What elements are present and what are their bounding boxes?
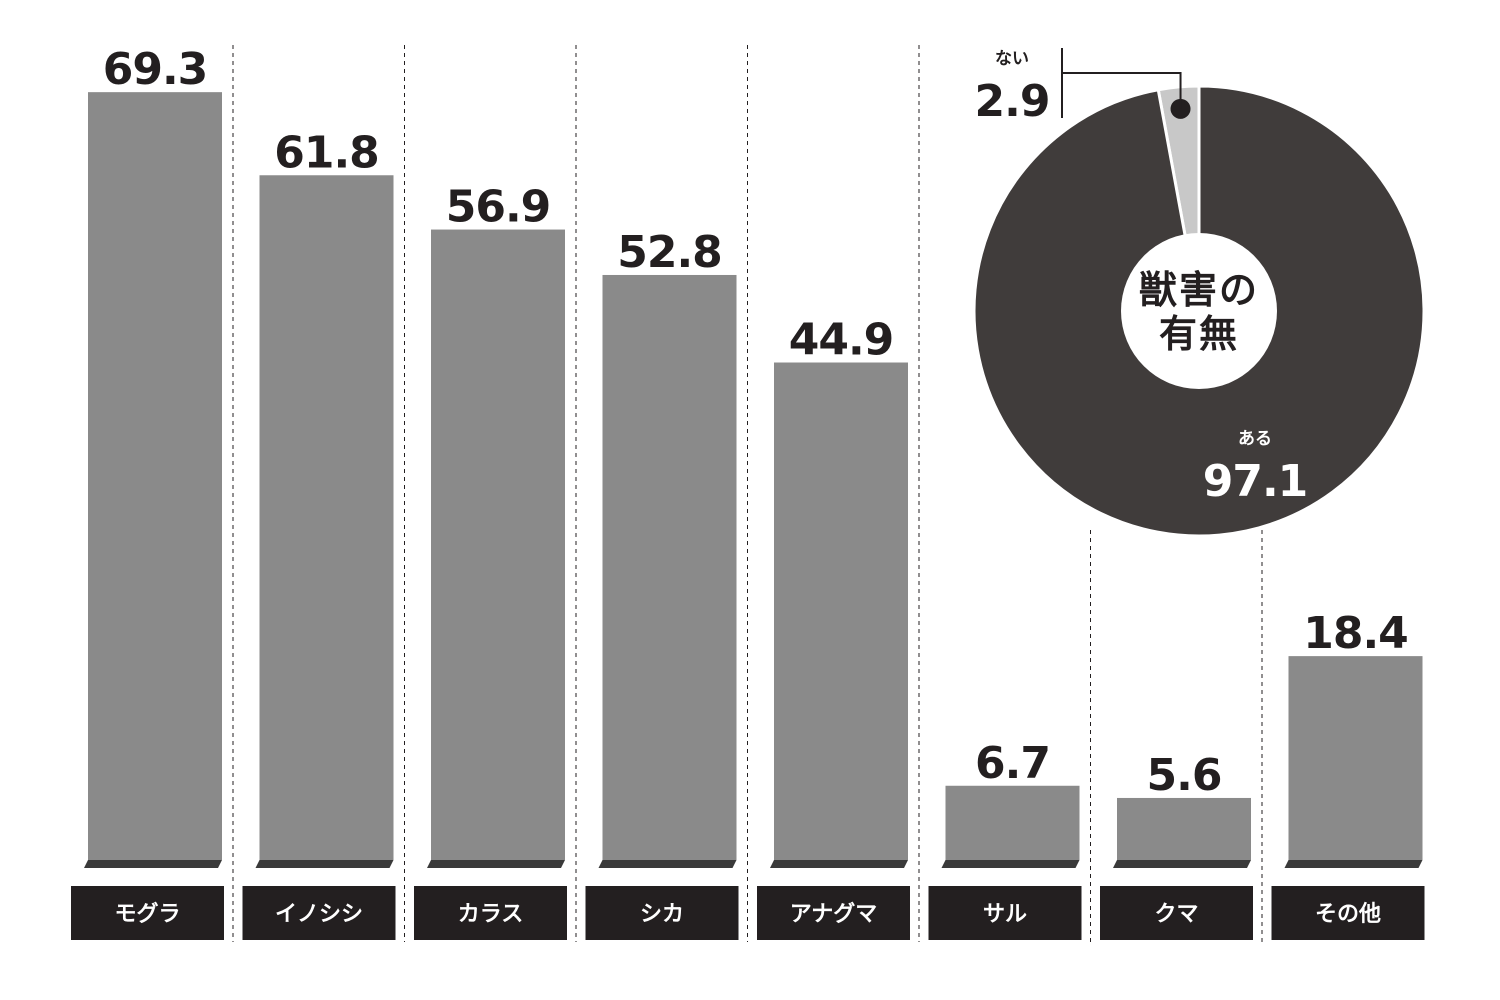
bar-shadow (1284, 860, 1423, 868)
bar (259, 175, 394, 861)
value-label: 5.6 (1147, 750, 1222, 801)
category-label: クマ (1154, 902, 1198, 927)
bar (602, 274, 737, 860)
slice-value: 2.9 (975, 76, 1050, 127)
category-label: サル (983, 902, 1027, 927)
category-box (1100, 886, 1253, 940)
category-box (928, 886, 1082, 940)
category-box (1271, 886, 1425, 940)
category-box (414, 886, 567, 940)
category-box (242, 886, 396, 940)
bar (1117, 797, 1251, 860)
bar-shadow (941, 860, 1080, 868)
value-label: 52.8 (617, 227, 722, 278)
value-label: 6.7 (975, 738, 1050, 789)
pie-hole (1121, 233, 1277, 389)
bar-shadow (84, 860, 222, 868)
bar-shadow (598, 860, 737, 868)
callout-line (1062, 72, 1182, 109)
category-label: カラス (458, 902, 524, 927)
slice-value: 97.1 (1203, 456, 1308, 507)
category-box (757, 886, 910, 940)
category-label: モグラ (114, 901, 180, 927)
value-label: 44.9 (789, 315, 894, 366)
slice-name: ない (995, 49, 1029, 69)
bar-shadow (770, 860, 908, 868)
category-box (585, 886, 739, 940)
bar-shadow (427, 860, 565, 868)
value-label: 61.8 (274, 127, 379, 178)
bar (774, 362, 908, 860)
bar (1288, 656, 1423, 860)
category-label: シカ (640, 902, 684, 927)
category-label: イノシシ (275, 902, 363, 927)
slice-name: ある (1238, 429, 1272, 449)
bar (88, 92, 222, 860)
category-box (71, 886, 224, 940)
value-label: 56.9 (446, 182, 551, 233)
value-label: 69.3 (103, 44, 208, 95)
bar-shadow (255, 860, 394, 868)
bar (431, 229, 565, 861)
bar (945, 785, 1080, 860)
category-label: アナグマ (790, 901, 878, 927)
pie-title: 獣害の有無 (1138, 268, 1259, 356)
category-label: その他 (1315, 902, 1381, 927)
bar-shadow (1113, 860, 1251, 868)
value-label: 18.4 (1303, 608, 1408, 659)
